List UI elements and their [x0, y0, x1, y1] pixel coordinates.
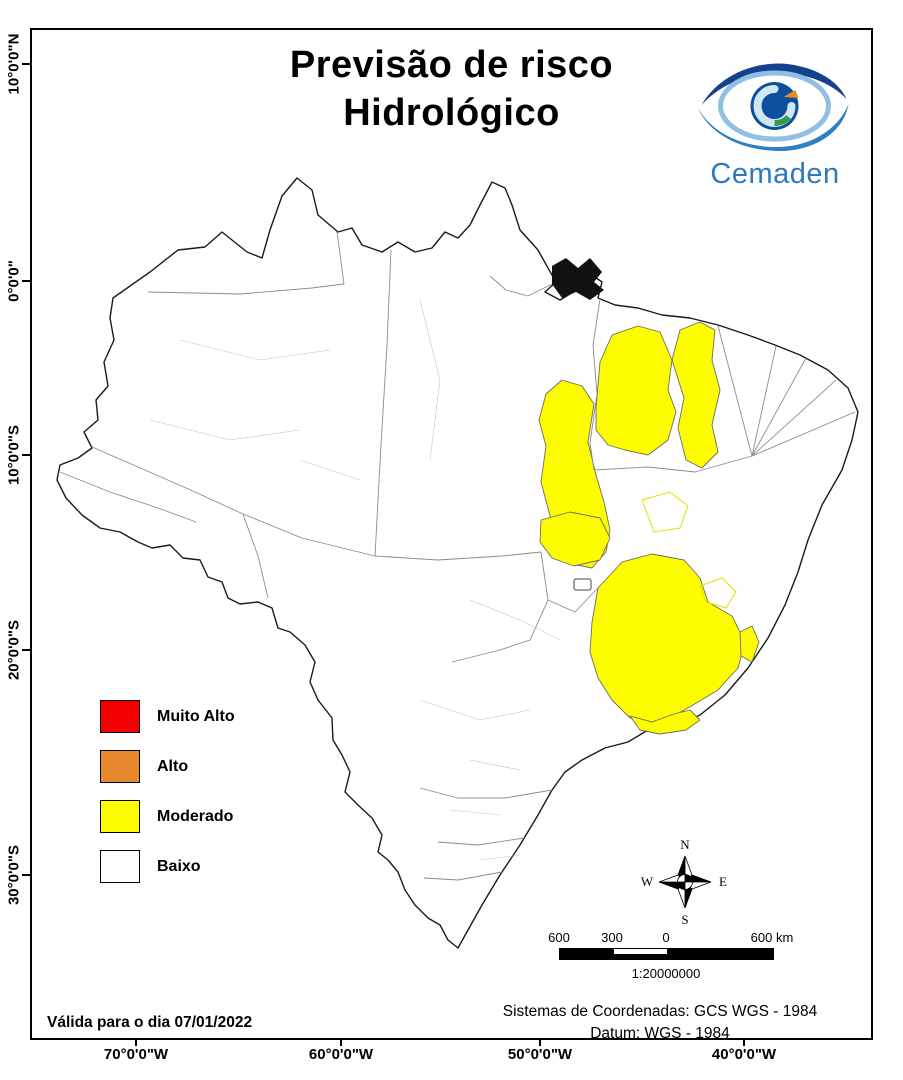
- latitude-label-10s: 10°0'0"S: [5, 424, 23, 486]
- longitude-label-40w: 40°0'0"W: [711, 1046, 777, 1063]
- validity-date-note: Válida para o dia 07/01/2022: [47, 1014, 253, 1031]
- moderado-outline-areas: [641, 491, 737, 609]
- brazil-map: [56, 177, 859, 949]
- longitude-tick: [135, 1038, 137, 1046]
- federal-district-marker: [573, 578, 592, 591]
- latitude-label-30s: 30°0'0"S: [5, 844, 23, 906]
- map-title-line1: Previsão de risco: [289, 44, 614, 86]
- risk-region-moderado: [629, 709, 701, 735]
- legend-label-alto: Alto: [157, 757, 189, 775]
- longitude-label-60w: 60°0'0"W: [308, 1046, 374, 1063]
- longitude-label-70w: 70°0'0"W: [103, 1046, 169, 1063]
- legend-label-muito-alto: Muito Alto: [157, 707, 235, 725]
- latitude-tick: [22, 874, 30, 876]
- legend-item-alto: Alto: [100, 750, 235, 783]
- scale-bar: 600 300 0 600 km 1:20000000: [548, 930, 809, 986]
- latitude-tick: [22, 649, 30, 651]
- risk-region-moderado: [739, 625, 760, 663]
- coordinate-system-line1: Sistemas de Coordenadas: GCS WGS - 1984: [502, 1003, 818, 1020]
- coordinate-system-line2: Datum: WGS - 1984: [590, 1025, 730, 1043]
- latitude-tick: [22, 63, 30, 65]
- cemaden-eye-icon: [697, 63, 849, 152]
- risk-region-moderado: [671, 321, 721, 469]
- risk-regions-moderado: [538, 321, 760, 735]
- scale-label-300: 300: [601, 930, 623, 945]
- risk-legend: Muito Alto Alto Moderado Baixo: [100, 700, 235, 900]
- scale-label-600-left: 600: [548, 930, 570, 945]
- legend-swatch-alto: [100, 750, 140, 783]
- compass-west-label: W: [641, 874, 654, 889]
- legend-label-moderado: Moderado: [157, 807, 234, 825]
- compass-south-label: S: [681, 912, 688, 927]
- latitude-label-20s: 20°0'0"S: [5, 619, 23, 681]
- map-title-line2: Hidrológico: [343, 91, 560, 134]
- map-title: Previsão de risco Hidrológico: [0, 42, 903, 137]
- latitude-tick: [22, 454, 30, 456]
- coordinate-system-note: Sistemas de Coordenadas: GCS WGS - 1984 …: [440, 1001, 880, 1046]
- map-frame: [30, 28, 873, 1040]
- scale-bar-graphic: [559, 948, 774, 960]
- risk-region-moderado: [595, 325, 677, 456]
- longitude-label-50w: 50°0'0"W: [507, 1046, 573, 1063]
- compass-east-label: E: [719, 874, 727, 889]
- cemaden-logo-text: Cemaden: [710, 158, 840, 190]
- risk-region-moderado: [539, 511, 611, 567]
- compass-rose: N S E W: [641, 837, 727, 927]
- legend-item-moderado: Moderado: [100, 800, 235, 833]
- scale-label-600-right: 600 km: [750, 930, 794, 945]
- amazon-mouth-shading: [552, 258, 604, 300]
- scale-ratio: 1:20000000: [631, 966, 701, 981]
- latitude-tick: [22, 280, 30, 282]
- longitude-tick: [539, 1038, 541, 1046]
- legend-swatch-muito-alto: [100, 700, 140, 733]
- scale-label-0: 0: [662, 930, 670, 945]
- compass-north-label: N: [680, 837, 690, 852]
- legend-item-muito-alto: Muito Alto: [100, 700, 235, 733]
- longitude-tick: [340, 1038, 342, 1046]
- latitude-label-0: 0°0'0": [5, 260, 23, 302]
- longitude-tick: [743, 1038, 745, 1046]
- cemaden-logo: Cemaden: [687, 55, 863, 191]
- risk-region-moderado: [589, 553, 746, 725]
- legend-swatch-moderado: [100, 800, 140, 833]
- legend-item-baixo: Baixo: [100, 850, 235, 883]
- latitude-label-10n: 10°0'0"N: [5, 33, 23, 95]
- state-boundaries: [59, 231, 856, 881]
- municipal-boundaries: [149, 299, 561, 861]
- legend-label-baixo: Baixo: [157, 857, 201, 875]
- legend-swatch-baixo: [100, 850, 140, 883]
